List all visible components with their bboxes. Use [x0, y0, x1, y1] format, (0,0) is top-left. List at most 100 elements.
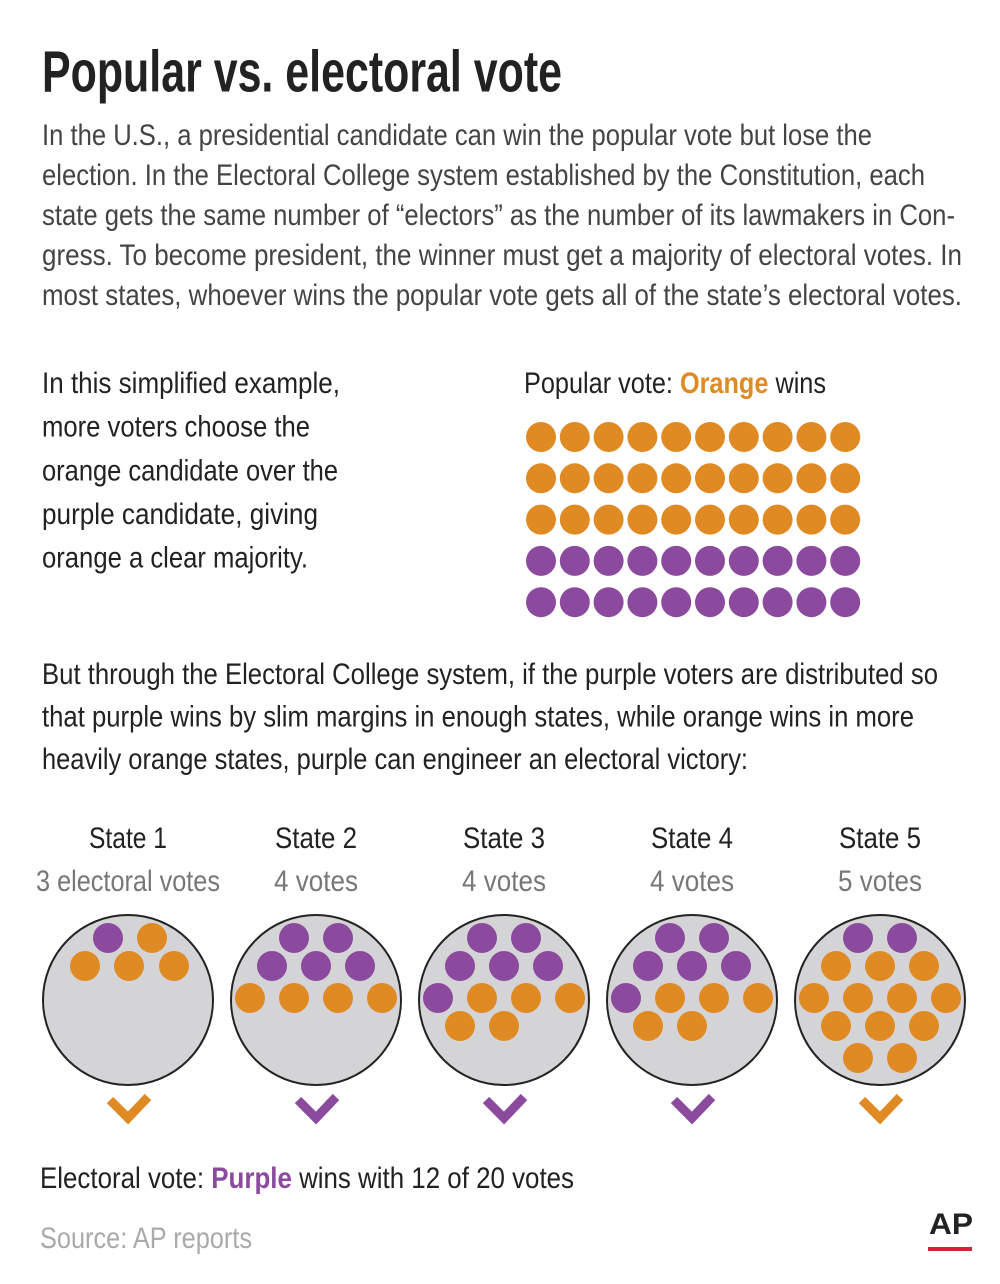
voter-dot — [796, 587, 827, 618]
state-name: State 4 — [651, 822, 733, 855]
voter-dot — [559, 422, 590, 452]
voter-dot — [796, 504, 827, 535]
voter-dot — [887, 1043, 917, 1073]
voter-dot — [728, 422, 759, 452]
explanation-line: that purple wins by slim margins in enou… — [42, 700, 914, 733]
voter-dot — [279, 983, 309, 1013]
voter-dot — [593, 422, 624, 452]
intro-line: most states, whoever wins the popular vo… — [42, 279, 962, 312]
voter-dot — [909, 1011, 939, 1041]
voter-dot — [728, 504, 759, 535]
voter-dot — [762, 587, 793, 618]
label: Electoral vote: — [40, 1162, 204, 1195]
voter-dot — [445, 1011, 475, 1041]
voter-dot — [235, 983, 265, 1013]
example-line: orange candidate over the — [42, 454, 338, 487]
state-votes: 3 electoral votes — [36, 865, 220, 898]
voter-dot — [633, 951, 663, 981]
voter-dot — [743, 983, 773, 1013]
intro-line: gress. To become president, the winner m… — [42, 239, 962, 272]
voter-dot — [627, 463, 658, 494]
voter-dot — [323, 923, 353, 953]
voter-dot — [909, 951, 939, 981]
voter-dot — [627, 587, 658, 618]
voter-dot — [799, 983, 829, 1013]
voter-dot — [467, 923, 497, 953]
intro-line: election. In the Electoral College syste… — [42, 159, 925, 192]
voter-dot — [728, 545, 759, 576]
voter-dot — [796, 463, 827, 494]
state-name: State 1 — [89, 822, 167, 855]
voter-dot — [593, 545, 624, 576]
voter-dot — [661, 587, 692, 618]
popular-vote-label: Popular vote: Orange wins — [524, 367, 826, 400]
voter-dot — [699, 983, 729, 1013]
voter-dot — [830, 504, 861, 535]
voter-dot — [526, 422, 556, 452]
example-line: more voters choose the — [42, 411, 310, 444]
title: Popular vs. electoral vote — [42, 39, 562, 104]
voter-dot — [627, 545, 658, 576]
state-circle — [42, 914, 214, 1086]
voter-dot — [865, 951, 895, 981]
voter-dot — [887, 923, 917, 953]
suffix: wins — [775, 367, 826, 400]
voter-dot — [887, 983, 917, 1013]
voter-dot — [526, 545, 556, 576]
voter-dot — [555, 983, 585, 1013]
voter-dot — [655, 923, 685, 953]
voter-dot — [695, 587, 725, 618]
voter-dot — [843, 983, 873, 1013]
example-line: In this simplified example, — [42, 367, 340, 400]
voter-dot — [633, 1011, 663, 1041]
voter-dot — [257, 951, 287, 981]
voter-dot — [159, 951, 189, 981]
voter-dot — [830, 545, 861, 576]
voter-dot — [762, 422, 793, 452]
voter-dot — [526, 463, 556, 494]
state-votes: 4 votes — [462, 865, 546, 898]
voter-dot — [762, 545, 793, 576]
state-name: State 2 — [275, 822, 357, 855]
voter-dot — [445, 951, 475, 981]
voter-dot — [323, 983, 353, 1013]
suffix: wins with 12 of 20 votes — [298, 1162, 574, 1195]
voter-dot — [677, 951, 707, 981]
voter-dot — [821, 1011, 851, 1041]
voter-dot — [301, 951, 331, 981]
voter-dot — [511, 923, 541, 953]
voter-dot — [345, 951, 375, 981]
logo-underline — [928, 1247, 972, 1251]
state-votes: 4 votes — [650, 865, 734, 898]
check-mark — [670, 1093, 716, 1125]
check-mark — [858, 1093, 904, 1125]
voter-dot — [655, 983, 685, 1013]
voter-dot — [843, 1043, 873, 1073]
voter-dot — [762, 463, 793, 494]
voter-dot — [593, 463, 624, 494]
winner: Orange — [680, 367, 768, 400]
voter-dot — [526, 587, 556, 618]
check-mark — [106, 1093, 152, 1125]
intro-line: state gets the same number of “electors”… — [42, 199, 955, 232]
check-mark — [482, 1093, 528, 1125]
voter-dot — [93, 923, 123, 953]
voter-dot — [695, 504, 725, 535]
voter-dot — [611, 983, 641, 1013]
voter-dot — [796, 545, 827, 576]
electoral-vote-label: Electoral vote: Purple wins with 12 of 2… — [40, 1162, 574, 1195]
explanation-line: But through the Electoral College system… — [42, 658, 938, 691]
voter-dot — [627, 422, 658, 452]
voter-dot — [489, 951, 519, 981]
voter-dot — [830, 422, 861, 452]
voter-dot — [661, 463, 692, 494]
logo: AP — [929, 1208, 973, 1241]
example-line: orange a clear majority. — [42, 542, 308, 575]
voter-dot — [559, 463, 590, 494]
voter-dot — [559, 587, 590, 618]
state-name: State 5 — [839, 822, 921, 855]
voter-dot — [728, 463, 759, 494]
voter-dot — [593, 504, 624, 535]
voter-dot — [70, 951, 100, 981]
